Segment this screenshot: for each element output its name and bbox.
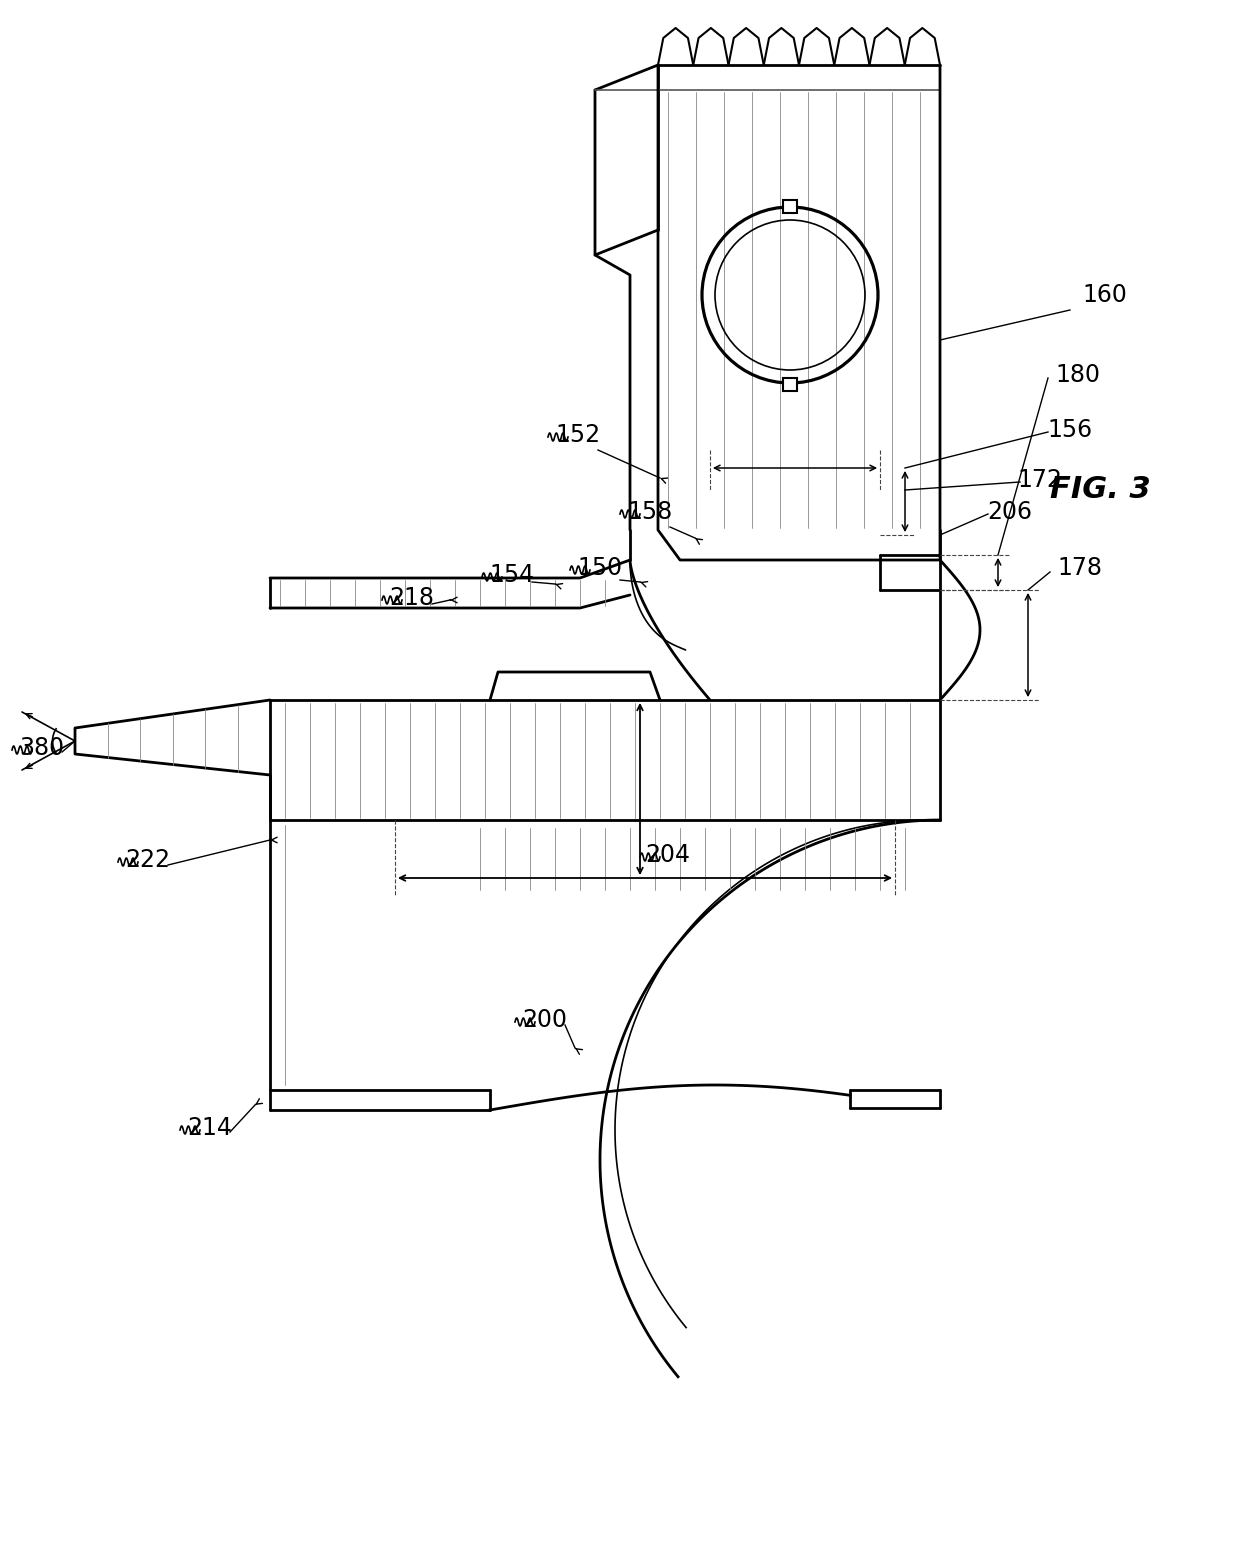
Text: 218: 218 — [389, 587, 434, 610]
Text: 178: 178 — [1058, 555, 1102, 580]
Text: 180: 180 — [1055, 363, 1101, 387]
Bar — [782, 378, 797, 392]
Text: 150: 150 — [578, 555, 622, 580]
Text: 172: 172 — [1018, 468, 1063, 491]
Text: 152: 152 — [556, 423, 600, 448]
Text: 154: 154 — [490, 563, 534, 587]
Text: FIG. 3: FIG. 3 — [1049, 476, 1151, 504]
Text: 158: 158 — [627, 501, 672, 524]
Bar — [782, 200, 797, 214]
Text: 200: 200 — [522, 1008, 568, 1033]
Text: 156: 156 — [1048, 418, 1092, 441]
Text: 206: 206 — [987, 501, 1033, 524]
Text: 204: 204 — [646, 842, 691, 867]
Text: 160: 160 — [1083, 282, 1127, 307]
Text: 222: 222 — [125, 849, 171, 872]
Text: 380: 380 — [20, 736, 64, 760]
Text: 214: 214 — [187, 1115, 232, 1140]
